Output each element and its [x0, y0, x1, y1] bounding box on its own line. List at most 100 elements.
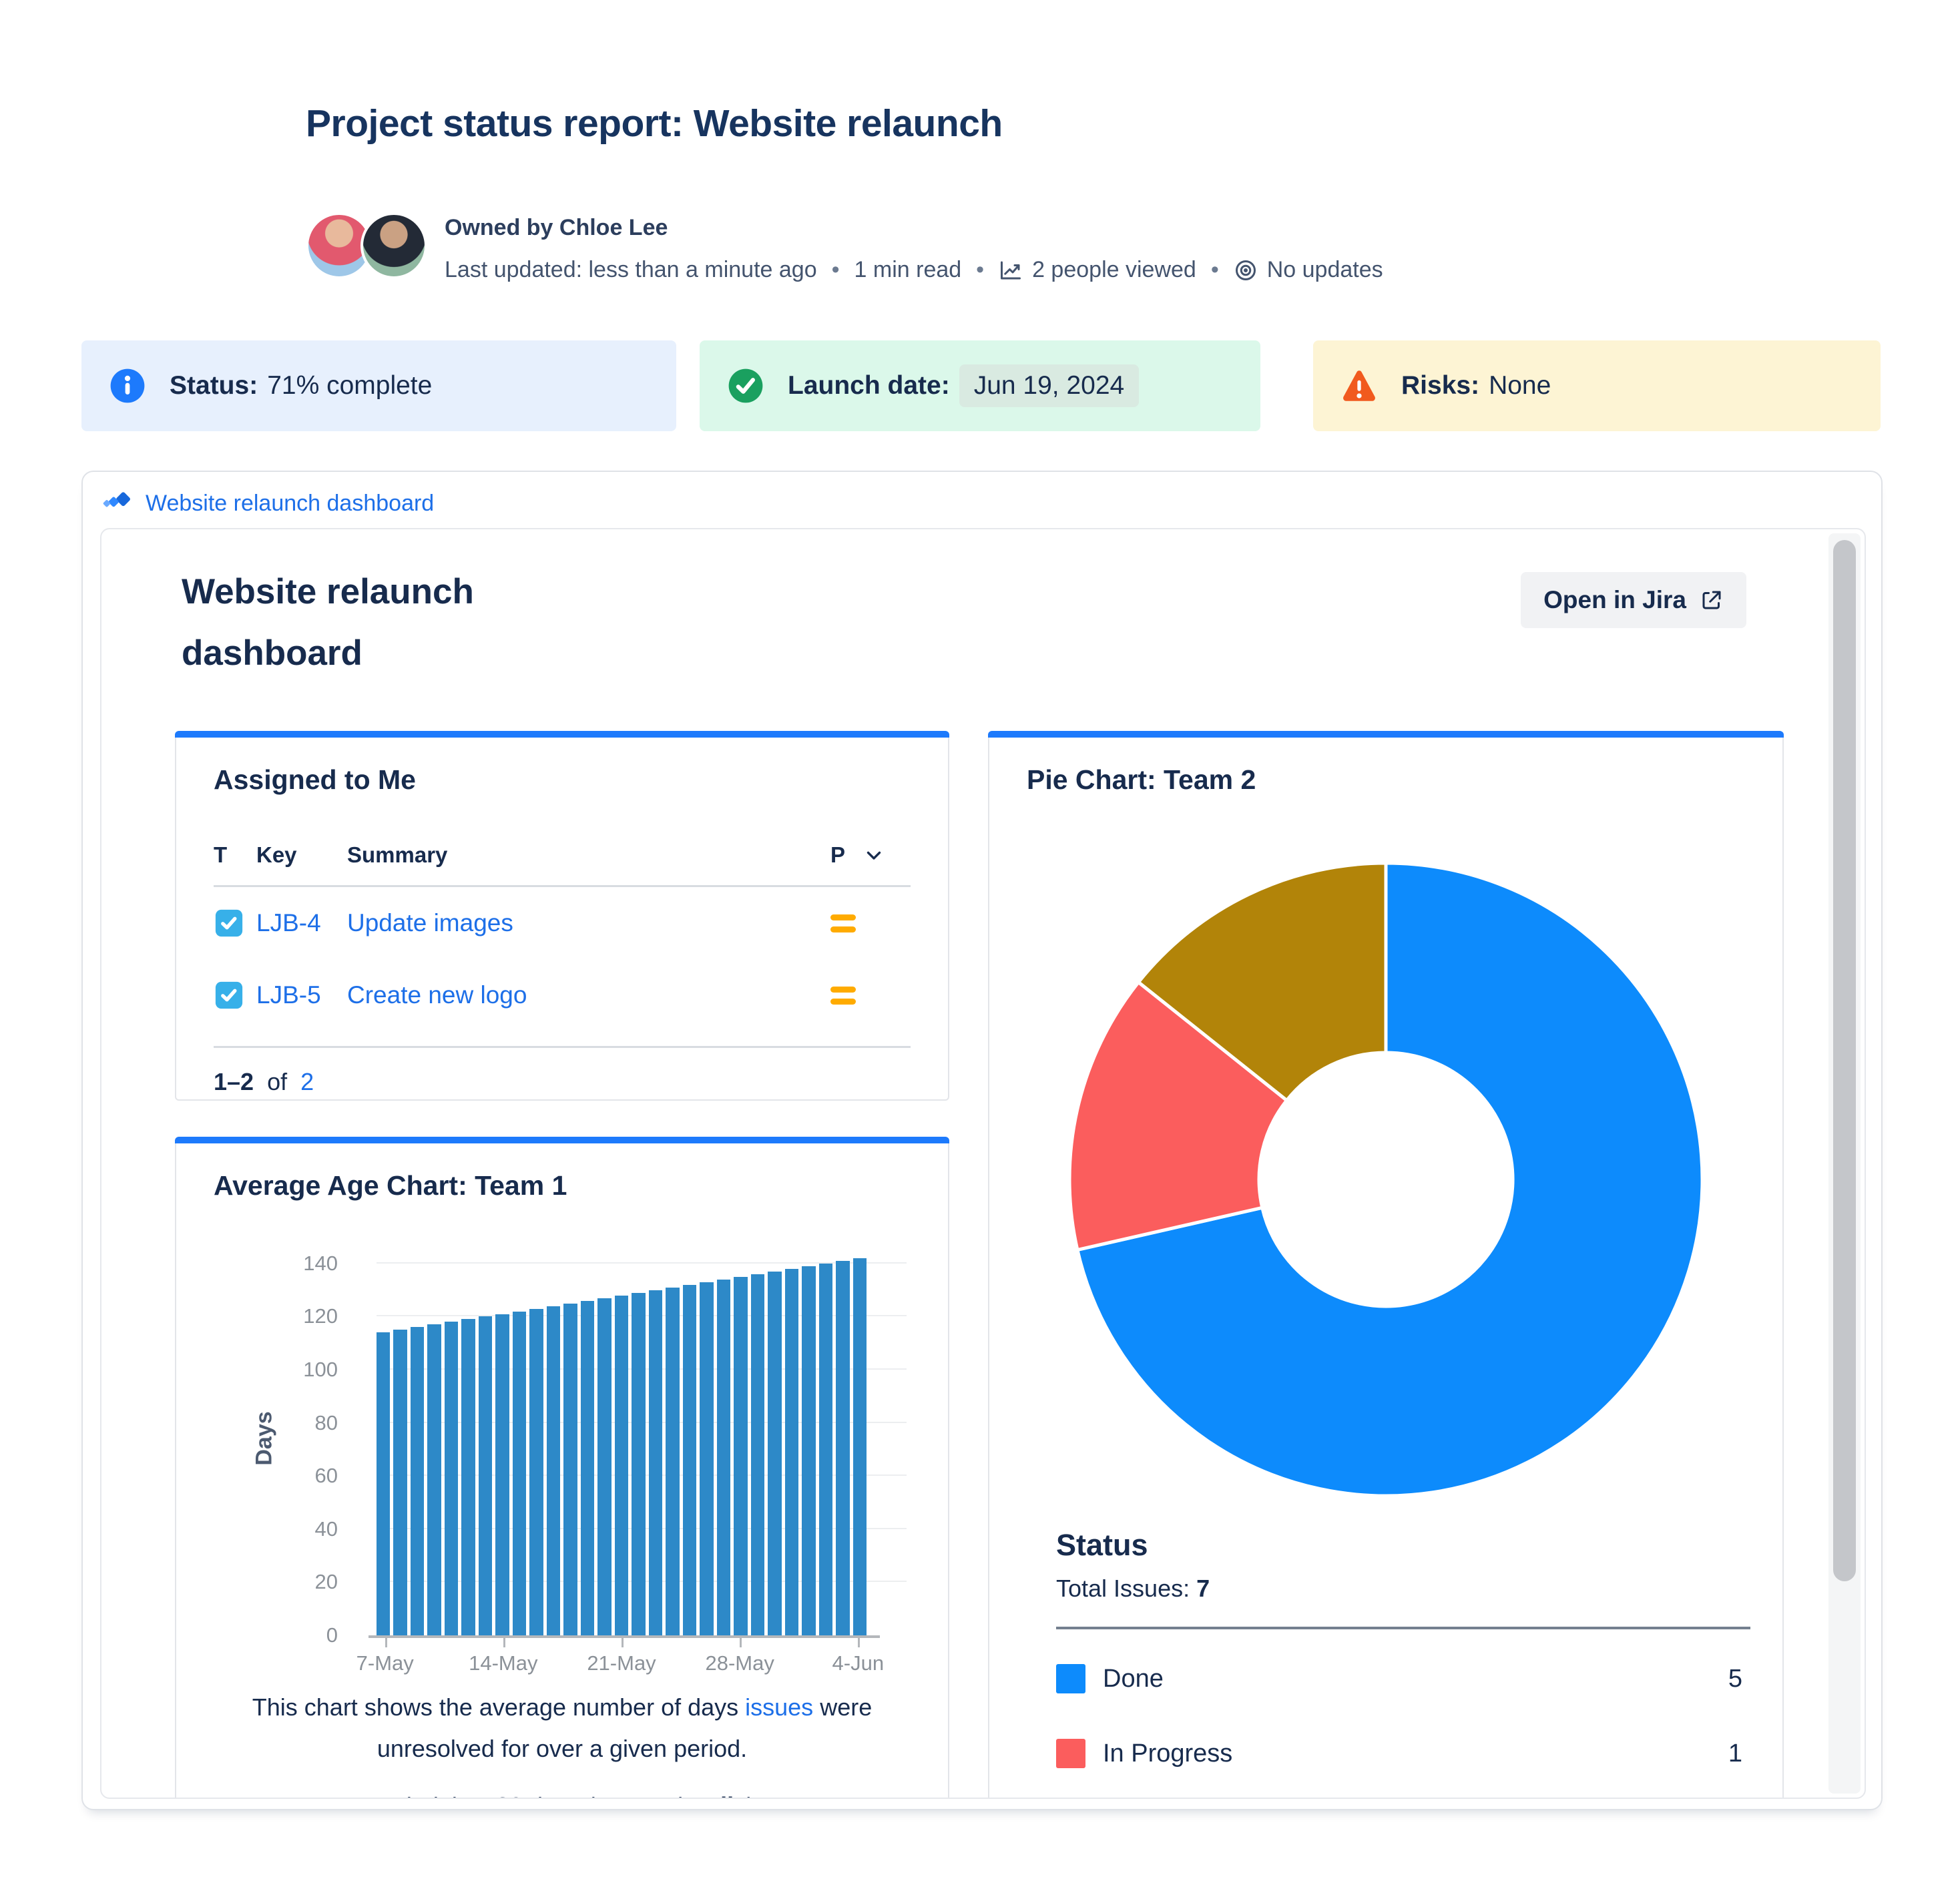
- y-tick-label: 60: [314, 1464, 338, 1488]
- y-tick-label: 100: [303, 1358, 338, 1381]
- dashboard-link[interactable]: Website relaunch dashboard: [103, 488, 434, 519]
- x-tick-mark: [858, 1638, 861, 1647]
- pagination: 1–2 of 2: [214, 1068, 911, 1096]
- bar: [632, 1292, 646, 1635]
- separator: •: [976, 257, 985, 282]
- bar: [852, 1258, 867, 1635]
- task-type-icon: [215, 981, 243, 1009]
- legend: Done 5 In Progress 1 To Do 1: [1056, 1657, 1750, 1798]
- x-tick-mark: [503, 1638, 505, 1647]
- divider: [1056, 1627, 1750, 1629]
- issues-link[interactable]: issues: [745, 1693, 814, 1721]
- column-type: T: [214, 842, 228, 867]
- x-tick-label: 14-May: [469, 1651, 538, 1675]
- bar: [563, 1303, 577, 1635]
- warning-icon: [1343, 370, 1375, 401]
- column-key: Key: [256, 842, 297, 867]
- x-tick-mark: [385, 1638, 387, 1647]
- scrollbar[interactable]: [1828, 533, 1861, 1794]
- external-link-icon: [1702, 591, 1721, 609]
- dashboard-frame: Website relaunch dashboard Open in Jira …: [100, 528, 1866, 1799]
- separator: •: [831, 257, 840, 282]
- age-chart-title: Average Age Chart: Team 1: [214, 1170, 567, 1201]
- bar: [784, 1268, 799, 1635]
- caption-text: were unresolved for over a given period.: [377, 1693, 873, 1762]
- bar: [495, 1314, 509, 1635]
- bar: [529, 1308, 543, 1635]
- bar: [512, 1311, 527, 1635]
- launch-date-banner: Launch date: Jun 19, 2024: [700, 340, 1260, 431]
- bar: [648, 1290, 663, 1635]
- donut-slice-in-progress: [1067, 979, 1290, 1252]
- legend-item: Done 5: [1056, 1657, 1750, 1700]
- bar-plot: [377, 1242, 867, 1635]
- bar: [614, 1295, 629, 1635]
- table-header: T Key Summary P: [214, 842, 911, 887]
- bar: [393, 1330, 407, 1635]
- page-meta: Last updated: less than a minute ago • 1…: [445, 257, 1383, 283]
- chart-caption: This chart shows the average number of d…: [203, 1687, 921, 1770]
- x-tick-label: 21-May: [587, 1651, 656, 1675]
- bar: [444, 1322, 459, 1635]
- issue-summary-link[interactable]: Create new logo: [347, 981, 527, 1009]
- pagination-total-link[interactable]: 2: [300, 1068, 314, 1095]
- donut-slice-done: [1075, 861, 1704, 1498]
- pie-chart-panel: Pie Chart: Team 2 Status Total Issues: 7 …: [988, 731, 1784, 1798]
- bar: [546, 1306, 561, 1635]
- avatar[interactable]: [360, 212, 427, 279]
- panel-accent-bar: [175, 731, 949, 738]
- avatar-group[interactable]: [306, 212, 427, 279]
- status-banner: Status: 71% complete: [81, 340, 676, 431]
- bar-plot-area: [377, 1242, 907, 1635]
- byline: Owned by Chloe Lee Last updated: less th…: [306, 212, 1383, 283]
- gridline: [377, 1262, 907, 1264]
- legend-label: Done: [1103, 1664, 1164, 1693]
- legend-item: In Progress 1: [1056, 1732, 1750, 1775]
- chevron-down-icon[interactable]: [863, 844, 885, 866]
- legend-swatch-in-progress: [1056, 1739, 1085, 1768]
- x-tick-mark: [622, 1638, 624, 1647]
- dashboard-link-label[interactable]: Website relaunch dashboard: [146, 490, 435, 516]
- x-tick-mark: [740, 1638, 742, 1647]
- y-tick-label: 40: [314, 1517, 338, 1541]
- average-age-chart: 0 20 40 60 80 100 120 140 Days 7-May 14-May 21-Ma…: [176, 1225, 948, 1692]
- assigned-panel-title: Assigned to Me: [214, 764, 416, 795]
- bar: [427, 1324, 441, 1635]
- pagination-range: 1–2: [214, 1068, 254, 1095]
- x-axis-line: [369, 1635, 880, 1638]
- pie-chart-title: Pie Chart: Team 2: [1027, 764, 1256, 795]
- scrollbar-thumb[interactable]: [1833, 540, 1856, 1581]
- divider: [214, 1046, 911, 1048]
- info-icon: [110, 368, 145, 403]
- bar: [768, 1271, 782, 1635]
- date-lozenge[interactable]: Jun 19, 2024: [959, 364, 1140, 407]
- pie-legend-block: Status Total Issues: 7 Done 5 In P: [1056, 1528, 1750, 1798]
- bar: [682, 1284, 697, 1635]
- bar: [377, 1332, 391, 1635]
- y-tick-label: 0: [326, 1623, 338, 1647]
- bar: [734, 1276, 748, 1635]
- bar: [700, 1282, 714, 1635]
- banner-label: Launch date:: [788, 371, 950, 400]
- total-issues: Total Issues: 7: [1056, 1575, 1210, 1602]
- jira-icon: [103, 492, 130, 507]
- y-axis-title: Days: [251, 1411, 277, 1466]
- owned-by-label: Owned by Chloe Lee: [445, 215, 668, 240]
- open-in-jira-button[interactable]: Open in Jira: [1521, 572, 1746, 628]
- dashboard-embed-card: Website relaunch dashboard Website relau…: [81, 471, 1883, 1810]
- y-tick-label: 120: [303, 1304, 338, 1328]
- legend-value: 1: [1728, 1739, 1742, 1768]
- issue-summary-link[interactable]: Update images: [347, 909, 513, 936]
- issue-key-link[interactable]: LJB-4: [256, 909, 321, 936]
- bar-xlabels: 7-May 14-May 21-May 28-May 4-Jun: [356, 1638, 884, 1685]
- task-type-icon: [215, 909, 243, 937]
- issue-key-link[interactable]: LJB-5: [256, 981, 321, 1009]
- people-viewed-stat[interactable]: 2 people viewed: [1032, 257, 1196, 282]
- average-age-panel: Average Age Chart: Team 1 0 20 40 60 80 100 12…: [175, 1137, 949, 1798]
- assigned-to-me-panel: Assigned to Me T Key Summary P: [175, 731, 949, 1101]
- x-tick-label: 4-Jun: [832, 1651, 885, 1675]
- panel-accent-bar: [175, 1137, 949, 1143]
- bar: [410, 1327, 425, 1635]
- bar: [802, 1266, 816, 1635]
